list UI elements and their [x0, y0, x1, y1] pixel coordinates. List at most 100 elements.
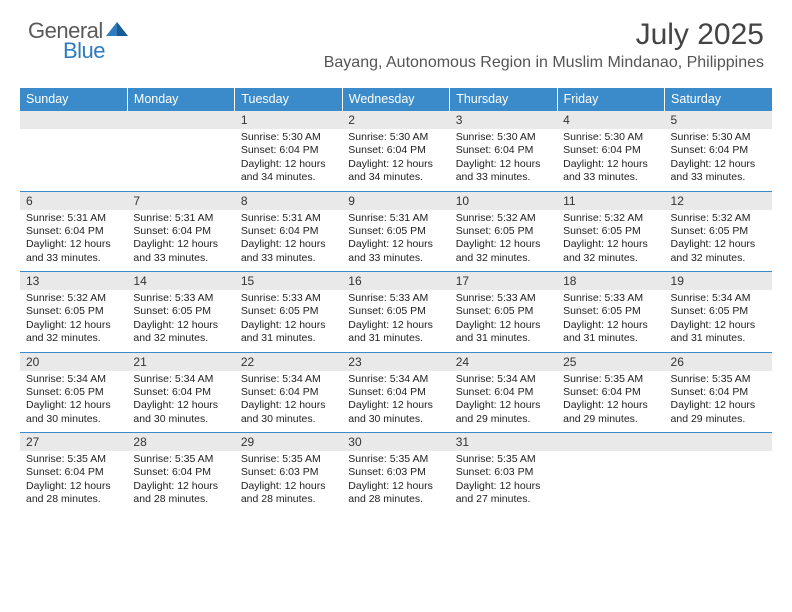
details-cell: Sunrise: 5:31 AMSunset: 6:04 PMDaylight:… [235, 210, 342, 272]
detail-line-d2: and 28 minutes. [348, 493, 443, 506]
detail-line-r: Sunrise: 5:34 AM [348, 373, 443, 386]
detail-line-s: Sunset: 6:04 PM [133, 225, 228, 238]
daynum-cell: 4 [557, 111, 664, 130]
details-cell: Sunrise: 5:31 AMSunset: 6:04 PMDaylight:… [20, 210, 127, 272]
day-details: Sunrise: 5:32 AMSunset: 6:05 PMDaylight:… [665, 210, 772, 270]
detail-line-d1: Daylight: 12 hours [348, 158, 443, 171]
day-number: 2 [342, 111, 449, 129]
day-number: 1 [235, 111, 342, 129]
day-number: 3 [450, 111, 557, 129]
detail-line-s: Sunset: 6:04 PM [671, 386, 766, 399]
detail-line-r: Sunrise: 5:32 AM [671, 212, 766, 225]
details-cell: Sunrise: 5:32 AMSunset: 6:05 PMDaylight:… [557, 210, 664, 272]
day-details: Sunrise: 5:31 AMSunset: 6:04 PMDaylight:… [235, 210, 342, 270]
detail-line-r: Sunrise: 5:33 AM [456, 292, 551, 305]
detail-line-d1: Daylight: 12 hours [456, 319, 551, 332]
detail-line-d1: Daylight: 12 hours [563, 319, 658, 332]
details-cell: Sunrise: 5:34 AMSunset: 6:05 PMDaylight:… [20, 371, 127, 433]
detail-line-r: Sunrise: 5:34 AM [26, 373, 121, 386]
daynum-cell: 11 [557, 191, 664, 210]
detail-line-s: Sunset: 6:05 PM [348, 305, 443, 318]
day-number: 14 [127, 272, 234, 290]
detail-line-s: Sunset: 6:05 PM [26, 305, 121, 318]
details-cell: Sunrise: 5:33 AMSunset: 6:05 PMDaylight:… [342, 290, 449, 352]
daynum-cell: 27 [20, 433, 127, 452]
detail-line-d2: and 31 minutes. [456, 332, 551, 345]
detail-line-d1: Daylight: 12 hours [456, 480, 551, 493]
detail-line-r: Sunrise: 5:31 AM [133, 212, 228, 225]
daynum-cell: 30 [342, 433, 449, 452]
detail-line-r: Sunrise: 5:34 AM [241, 373, 336, 386]
detail-line-s: Sunset: 6:04 PM [133, 466, 228, 479]
day-details: Sunrise: 5:32 AMSunset: 6:05 PMDaylight:… [557, 210, 664, 270]
detail-line-r: Sunrise: 5:35 AM [241, 453, 336, 466]
detail-line-s: Sunset: 6:05 PM [563, 225, 658, 238]
detail-line-s: Sunset: 6:04 PM [563, 144, 658, 157]
details-cell: Sunrise: 5:33 AMSunset: 6:05 PMDaylight:… [127, 290, 234, 352]
daynum-cell: 12 [665, 191, 772, 210]
day-details: Sunrise: 5:35 AMSunset: 6:04 PMDaylight:… [20, 451, 127, 511]
day-details: Sunrise: 5:33 AMSunset: 6:05 PMDaylight:… [450, 290, 557, 350]
daynum-cell: 6 [20, 191, 127, 210]
detail-line-d1: Daylight: 12 hours [456, 399, 551, 412]
daynum-cell: 28 [127, 433, 234, 452]
detail-line-d2: and 33 minutes. [348, 252, 443, 265]
detail-line-s: Sunset: 6:03 PM [241, 466, 336, 479]
detail-line-r: Sunrise: 5:32 AM [563, 212, 658, 225]
detail-line-s: Sunset: 6:04 PM [26, 225, 121, 238]
day-number: 30 [342, 433, 449, 451]
day-number: 27 [20, 433, 127, 451]
details-cell: Sunrise: 5:30 AMSunset: 6:04 PMDaylight:… [557, 129, 664, 191]
daynum-cell [665, 433, 772, 452]
details-row: Sunrise: 5:35 AM Sunset: 6:04 PM Daylight:… [20, 451, 772, 513]
detail-line-d1: Daylight: 12 hours [456, 158, 551, 171]
location-subtitle: Bayang, Autonomous Region in Muslim Mind… [324, 54, 764, 72]
details-cell [20, 129, 127, 191]
detail-line-s: Sunset: 6:05 PM [26, 386, 121, 399]
details-cell: Sunrise: 5:32 AMSunset: 6:05 PMDaylight:… [450, 210, 557, 272]
day-number: 18 [557, 272, 664, 290]
detail-line-s: Sunset: 6:04 PM [456, 386, 551, 399]
daynum-cell [557, 433, 664, 452]
detail-line-d1: Daylight: 12 hours [456, 238, 551, 251]
day-details: Sunrise: 5:30 AMSunset: 6:04 PMDaylight:… [557, 129, 664, 189]
detail-line-r: Sunrise: 5:34 AM [133, 373, 228, 386]
detail-line-r: Sunrise: 5:35 AM [348, 453, 443, 466]
detail-line-s: Sunset: 6:04 PM [241, 144, 336, 157]
daynum-cell: 10 [450, 191, 557, 210]
day-number: 20 [20, 353, 127, 371]
day-number: 23 [342, 353, 449, 371]
detail-line-d2: and 33 minutes. [456, 171, 551, 184]
detail-line-r: Sunrise: 5:33 AM [241, 292, 336, 305]
detail-line-d2: and 28 minutes. [26, 493, 121, 506]
detail-line-d1: Daylight: 12 hours [671, 238, 766, 251]
daynum-cell: 19 [665, 272, 772, 291]
detail-line-r: Sunrise: 5:35 AM [671, 373, 766, 386]
day-number: 11 [557, 192, 664, 210]
detail-line-d2: and 29 minutes. [456, 413, 551, 426]
detail-line-d1: Daylight: 12 hours [671, 399, 766, 412]
daynum-cell: 16 [342, 272, 449, 291]
detail-line-d1: Daylight: 12 hours [241, 480, 336, 493]
details-row: Sunrise: 5:31 AMSunset: 6:04 PMDaylight:… [20, 210, 772, 272]
details-cell: Sunrise: 5:33 AMSunset: 6:05 PMDaylight:… [450, 290, 557, 352]
detail-line-d1: Daylight: 12 hours [348, 319, 443, 332]
daynum-row: 20212223242526 [20, 352, 772, 371]
details-cell [665, 451, 772, 513]
daynum-cell: 25 [557, 352, 664, 371]
weekday-header-row: Sunday Monday Tuesday Wednesday Thursday… [20, 88, 772, 111]
day-details: Sunrise: 5:30 AMSunset: 6:04 PMDaylight:… [450, 129, 557, 189]
day-details: Sunrise: 5:34 AMSunset: 6:04 PMDaylight:… [450, 371, 557, 431]
details-row: Sunrise: 5:32 AMSunset: 6:05 PMDaylight:… [20, 290, 772, 352]
detail-line-r: Sunrise: 5:35 AM [563, 373, 658, 386]
detail-line-r: Sunrise: 5:31 AM [241, 212, 336, 225]
detail-line-d2: and 32 minutes. [563, 252, 658, 265]
details-cell: Sunrise: 5:31 AMSunset: 6:05 PMDaylight:… [342, 210, 449, 272]
detail-line-r: Sunrise: 5:32 AM [26, 292, 121, 305]
day-number: 28 [127, 433, 234, 451]
details-cell: Sunrise: 5:35 AMSunset: 6:03 PMDaylight:… [450, 451, 557, 513]
daynum-row: 2728293031 [20, 433, 772, 452]
detail-line-d2: and 33 minutes. [241, 252, 336, 265]
detail-line-d1: Daylight: 12 hours [563, 238, 658, 251]
detail-line-r: Sunrise: 5:34 AM [671, 292, 766, 305]
